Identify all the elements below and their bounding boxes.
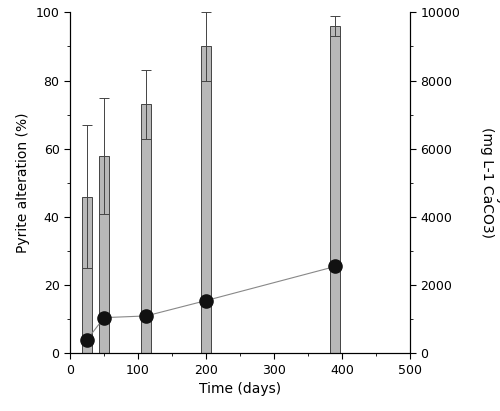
Point: [83, 337, 91, 343]
Bar: [82, 196, 92, 353]
X-axis label: Time (days): Time (days): [199, 382, 281, 397]
Bar: [330, 26, 340, 353]
Point: [100, 314, 108, 321]
Bar: [141, 104, 152, 353]
Point: [142, 313, 150, 319]
Y-axis label: Pyrite alteration (%): Pyrite alteration (%): [16, 113, 30, 253]
Point: [202, 297, 210, 304]
Bar: [99, 156, 109, 353]
Y-axis label: Acidity
(mg L-1 CaCO3): Acidity (mg L-1 CaCO3): [480, 127, 500, 238]
Bar: [201, 46, 211, 353]
Point: [331, 263, 339, 270]
